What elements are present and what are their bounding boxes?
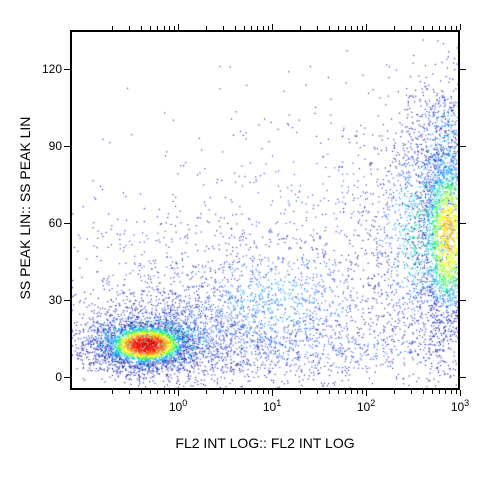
scatter-canvas [72, 32, 458, 388]
y-tick-label: 90 [36, 139, 62, 153]
y-axis-label: SS PEAK LIN:: SS PEAK LIN [17, 88, 33, 328]
x-tick-label: 102 [357, 398, 375, 414]
x-tick-label: 103 [451, 398, 469, 414]
y-tick-label: 120 [36, 62, 62, 76]
x-axis-label: FL2 INT LOG:: FL2 INT LOG [70, 435, 460, 451]
y-tick-label: 0 [36, 370, 62, 384]
scatter-container: { "chart": { "type": "density-scatter", … [0, 0, 500, 500]
x-tick-label: 100 [169, 398, 187, 414]
x-tick-label: 101 [263, 398, 281, 414]
y-tick-label: 30 [36, 293, 62, 307]
y-tick-label: 60 [36, 216, 62, 230]
